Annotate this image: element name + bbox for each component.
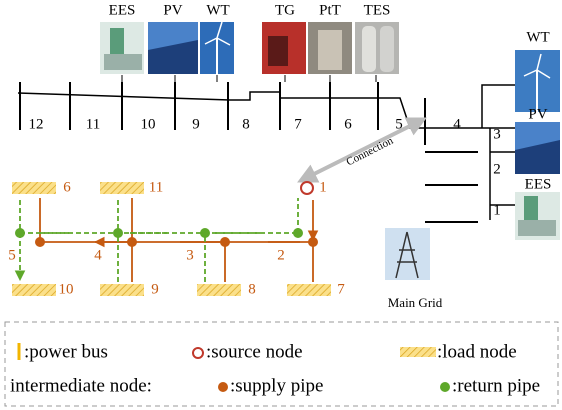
- bus-number: 10: [141, 116, 156, 132]
- load-node-label: 6: [63, 179, 71, 195]
- load-node-label: 8: [248, 281, 256, 297]
- source-node-label: 1: [319, 179, 327, 195]
- unit-label: TES: [364, 2, 391, 18]
- bus-number: 9: [192, 116, 200, 132]
- legend-text: intermediate node:: [10, 375, 152, 396]
- bus-number: 6: [344, 116, 352, 132]
- legend-text: :supply pipe: [230, 375, 323, 396]
- unit-label: WT: [206, 2, 229, 18]
- unit-label: PtT: [319, 2, 341, 18]
- intermediate-node-label: 2: [277, 247, 285, 263]
- unit-label: WT: [526, 29, 549, 45]
- legend-text: :return pipe: [452, 375, 540, 396]
- load-node-label: 9: [151, 281, 159, 297]
- load-node-label: 7: [337, 281, 345, 297]
- bus-number: 3: [493, 126, 501, 142]
- legend-text: :load node: [437, 341, 517, 362]
- bus-number: 2: [493, 161, 501, 177]
- intermediate-node-label: 4: [94, 247, 102, 263]
- legend-return: [440, 382, 450, 392]
- load-node-label: 11: [149, 179, 163, 195]
- intermediate-node-label: 5: [8, 247, 16, 263]
- connection-label: Connection: [344, 134, 395, 168]
- unit-label: PV: [163, 2, 182, 18]
- bus-number: 1: [493, 202, 501, 218]
- bus-number: 7: [294, 116, 302, 132]
- load-nodes: [12, 182, 331, 296]
- bus-number: 5: [395, 116, 403, 132]
- legend-load: [400, 347, 436, 357]
- unit-label: TG: [275, 2, 295, 18]
- legend-source: [193, 348, 203, 358]
- unit-label: EES: [109, 2, 136, 18]
- heat-pipes: [20, 198, 313, 282]
- legend-text: :source node: [206, 341, 303, 362]
- bus-number: 4: [453, 116, 461, 132]
- source-node: [301, 182, 313, 194]
- power-network: [18, 75, 515, 222]
- unit-label: EES: [525, 176, 552, 192]
- bus-number: 12: [29, 116, 44, 132]
- main-grid-label: Main Grid: [388, 295, 443, 310]
- diagram: Connection :power bus :source node :load…: [0, 0, 562, 410]
- unit-label: PV: [528, 106, 547, 122]
- intermediate-nodes: [15, 228, 318, 247]
- legend-text: :power bus: [24, 341, 108, 362]
- bus-number: 8: [242, 116, 250, 132]
- intermediate-node-label: 3: [186, 247, 194, 263]
- load-node-label: 10: [59, 281, 74, 297]
- legend-supply: [218, 382, 228, 392]
- bus-number: 11: [86, 116, 100, 132]
